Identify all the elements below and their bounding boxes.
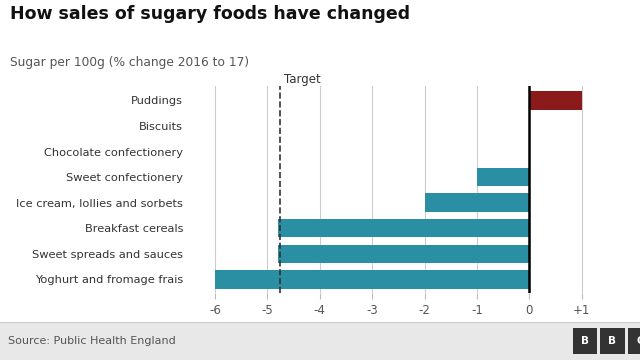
Text: Source: Public Health England: Source: Public Health England [8, 336, 175, 346]
Bar [278, 219, 529, 238]
Text: B: B [609, 336, 616, 346]
Bar [278, 244, 529, 263]
Text: How sales of sugary foods have changed: How sales of sugary foods have changed [10, 5, 410, 23]
FancyBboxPatch shape [573, 328, 597, 354]
Bar [529, 91, 582, 110]
Bar [477, 168, 529, 186]
Bar [424, 193, 529, 212]
Text: Target: Target [284, 73, 321, 86]
Text: Sugar per 100g (% change 2016 to 17): Sugar per 100g (% change 2016 to 17) [10, 56, 249, 69]
Bar [215, 270, 529, 289]
Text: C: C [636, 336, 640, 346]
FancyBboxPatch shape [600, 328, 625, 354]
Text: B: B [581, 336, 589, 346]
FancyBboxPatch shape [628, 328, 640, 354]
